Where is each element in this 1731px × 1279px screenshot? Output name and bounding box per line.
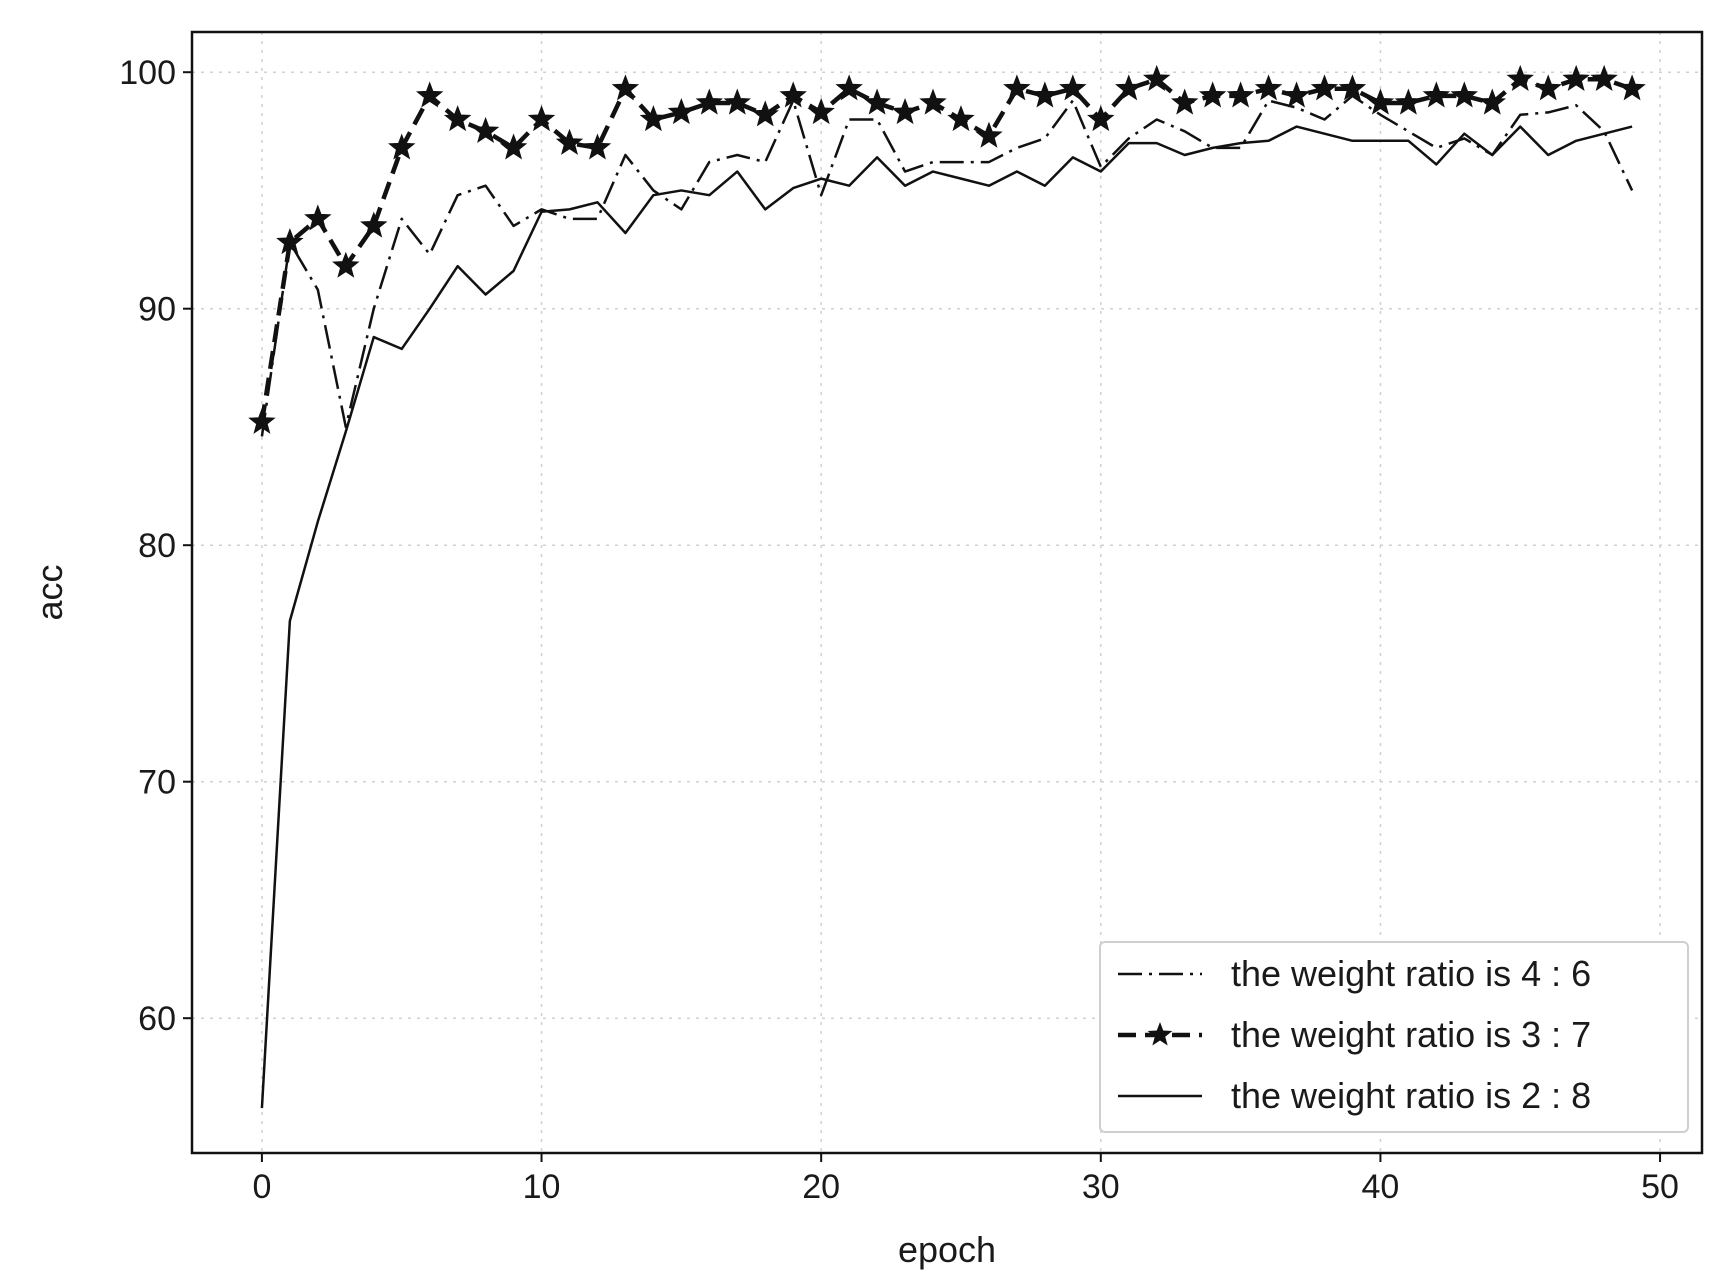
- y-tick-label: 70: [138, 764, 176, 802]
- star-marker: [1478, 88, 1506, 115]
- star-marker: [527, 105, 556, 132]
- star-marker: [388, 133, 416, 160]
- star-marker: [779, 81, 807, 108]
- star-marker: [695, 88, 724, 115]
- star-marker: [443, 105, 472, 132]
- series-line: [260, 125, 1633, 1109]
- x-axis-label: epoch: [898, 1229, 996, 1270]
- series-3: [260, 125, 1633, 1109]
- star-marker: [360, 211, 388, 238]
- star-marker: [919, 88, 947, 115]
- y-axis-label: acc: [29, 564, 70, 620]
- star-marker: [975, 121, 1003, 148]
- star-marker: [1366, 88, 1395, 115]
- star-marker: [1338, 74, 1367, 101]
- plot-area-frame: [190, 30, 1704, 1155]
- star-marker: [1282, 81, 1311, 108]
- star-marker: [1087, 105, 1115, 132]
- star-marker: [1143, 64, 1171, 91]
- star-marker: [891, 97, 919, 125]
- star-marker: [1394, 88, 1423, 115]
- star-marker: [1003, 74, 1031, 101]
- star-marker: [304, 204, 332, 231]
- y-tick-label: 100: [119, 54, 176, 92]
- x-tick-label: 20: [802, 1168, 840, 1206]
- star-marker: [248, 407, 276, 434]
- star-marker: [947, 105, 975, 132]
- star-marker: [1170, 88, 1199, 115]
- legend-star-marker: [1147, 1022, 1173, 1046]
- star-marker: [1506, 64, 1534, 91]
- legend-item-3: the weight ratio is 2 : 8: [1118, 1075, 1591, 1116]
- star-marker: [583, 133, 612, 160]
- star-marker: [471, 116, 500, 143]
- star-marker: [639, 105, 668, 132]
- legend: the weight ratio is 4 : 6 the weight rati…: [1099, 941, 1689, 1133]
- y-tick-label: 80: [138, 527, 176, 565]
- star-marker: [723, 88, 751, 115]
- series-2: [248, 64, 1646, 434]
- legend-label: the weight ratio is 3 : 7: [1231, 1014, 1591, 1055]
- star-marker: [555, 128, 584, 155]
- grid: [192, 32, 1702, 1153]
- x-tick-label: 50: [1641, 1168, 1679, 1206]
- star-marker: [415, 81, 444, 108]
- star-marker: [1226, 81, 1255, 108]
- star-marker: [1534, 74, 1562, 101]
- legend-box: [1099, 941, 1689, 1133]
- star-marker: [667, 97, 696, 125]
- star-marker: [276, 228, 304, 255]
- star-marker: [1450, 81, 1479, 108]
- star-marker: [1562, 64, 1590, 91]
- legend-label: the weight ratio is 4 : 6: [1231, 953, 1591, 994]
- y-tick-label: 90: [138, 291, 176, 329]
- star-marker: [1115, 74, 1143, 101]
- x-tick-label: 0: [252, 1168, 271, 1206]
- star-marker: [1310, 74, 1339, 101]
- star-marker: [1422, 81, 1451, 108]
- star-marker: [499, 133, 528, 160]
- star-marker: [835, 74, 863, 101]
- legend-item-1: the weight ratio is 4 : 6: [1118, 953, 1591, 994]
- star-marker: [1590, 64, 1618, 91]
- star-marker: [611, 74, 640, 101]
- star-marker: [1254, 74, 1283, 101]
- star-marker: [863, 88, 891, 115]
- series-line: [260, 94, 1634, 437]
- star-marker: [807, 97, 835, 125]
- star-marker: [1031, 81, 1059, 108]
- y-tick-label: 60: [138, 1000, 176, 1038]
- star-marker: [751, 100, 779, 127]
- axis-ticks: 0 10 20 30 40 50 60 70 80 90 100: [119, 54, 1679, 1206]
- x-tick-label: 40: [1362, 1168, 1400, 1206]
- star-marker: [332, 251, 360, 278]
- series-group: [248, 64, 1646, 1109]
- legend-label: the weight ratio is 2 : 8: [1231, 1075, 1591, 1116]
- x-tick-label: 10: [523, 1168, 561, 1206]
- star-marker: [1059, 74, 1087, 101]
- x-tick-label: 30: [1082, 1168, 1120, 1206]
- star-marker: [1198, 81, 1227, 108]
- legend-item-2: the weight ratio is 3 : 7: [1118, 1014, 1591, 1055]
- series-1: [260, 94, 1634, 437]
- star-marker: [1618, 74, 1646, 101]
